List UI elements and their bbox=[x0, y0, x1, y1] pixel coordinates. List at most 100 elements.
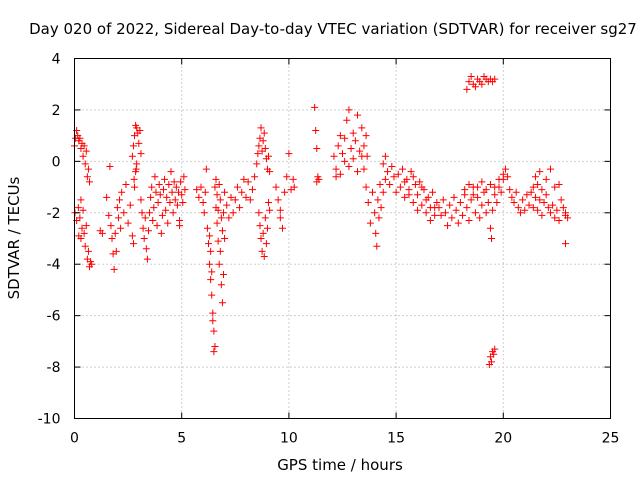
data-point bbox=[555, 217, 563, 224]
data-point bbox=[79, 152, 87, 160]
data-point bbox=[157, 229, 165, 237]
data-point bbox=[242, 193, 250, 201]
data-point bbox=[358, 152, 366, 160]
data-point bbox=[372, 229, 380, 237]
data-point bbox=[195, 193, 203, 201]
data-point bbox=[414, 206, 422, 214]
grid-lines bbox=[74, 58, 611, 419]
data-point bbox=[169, 209, 177, 217]
data-point bbox=[165, 181, 173, 188]
data-point bbox=[360, 165, 368, 173]
data-point bbox=[128, 232, 136, 240]
data-point bbox=[465, 217, 473, 224]
data-point bbox=[360, 142, 368, 150]
data-point bbox=[315, 175, 323, 183]
data-point bbox=[140, 235, 148, 242]
data-point bbox=[474, 193, 482, 201]
data-point bbox=[444, 222, 452, 230]
y-tick-label: -8 bbox=[47, 360, 61, 376]
data-point bbox=[281, 188, 289, 196]
data-point bbox=[394, 170, 402, 178]
data-point bbox=[173, 201, 181, 209]
data-point bbox=[207, 247, 215, 255]
data-point bbox=[199, 199, 207, 206]
data-point bbox=[332, 173, 340, 181]
data-point bbox=[482, 209, 490, 217]
axis-ticks bbox=[74, 58, 611, 419]
data-point bbox=[260, 253, 268, 260]
data-point bbox=[203, 224, 211, 232]
data-point bbox=[81, 242, 89, 250]
data-point bbox=[564, 214, 572, 222]
data-point bbox=[330, 152, 338, 160]
y-tick-label: -6 bbox=[47, 309, 61, 325]
data-point bbox=[168, 188, 176, 196]
data-point bbox=[132, 165, 140, 173]
data-point bbox=[484, 199, 492, 206]
data-point bbox=[266, 206, 274, 214]
data-point bbox=[557, 196, 565, 204]
data-point bbox=[474, 183, 482, 191]
data-point bbox=[118, 188, 126, 196]
x-tick-label: 5 bbox=[177, 431, 186, 447]
data-point bbox=[162, 206, 170, 214]
data-point bbox=[519, 196, 527, 204]
data-point bbox=[178, 191, 186, 199]
data-point bbox=[409, 173, 417, 181]
data-point bbox=[113, 204, 121, 212]
data-point bbox=[531, 193, 539, 201]
data-point bbox=[209, 317, 217, 325]
data-point bbox=[465, 78, 473, 86]
data-point bbox=[272, 183, 280, 191]
data-point bbox=[551, 214, 559, 222]
data-point bbox=[486, 224, 494, 232]
data-point bbox=[504, 173, 512, 181]
data-point bbox=[439, 196, 447, 204]
data-point bbox=[155, 181, 163, 188]
data-point bbox=[129, 142, 137, 150]
data-point bbox=[220, 271, 228, 278]
data-points bbox=[71, 73, 572, 368]
data-point bbox=[156, 191, 164, 199]
data-point bbox=[456, 199, 464, 206]
data-point bbox=[254, 150, 262, 158]
data-point bbox=[251, 173, 259, 181]
data-point bbox=[510, 199, 518, 206]
data-point bbox=[261, 145, 269, 152]
data-point bbox=[265, 152, 273, 160]
data-point bbox=[490, 350, 498, 358]
data-point bbox=[84, 165, 92, 173]
data-point bbox=[418, 201, 426, 209]
data-point bbox=[312, 127, 320, 134]
data-point bbox=[146, 209, 154, 217]
data-point bbox=[166, 199, 174, 206]
data-point bbox=[164, 219, 172, 227]
data-point bbox=[366, 219, 374, 227]
data-point bbox=[197, 183, 205, 191]
data-point bbox=[416, 178, 424, 186]
data-point bbox=[349, 155, 357, 163]
y-tick-label: -2 bbox=[47, 206, 61, 222]
data-point bbox=[347, 145, 355, 152]
data-point bbox=[261, 214, 269, 222]
data-point bbox=[253, 160, 261, 168]
data-point bbox=[561, 240, 569, 248]
data-point bbox=[454, 219, 462, 227]
data-point bbox=[542, 175, 550, 183]
data-point bbox=[499, 175, 507, 183]
data-point bbox=[290, 183, 298, 191]
data-point bbox=[388, 163, 396, 170]
x-tick-label: 0 bbox=[70, 431, 79, 447]
x-axis-label: GPS time / hours bbox=[277, 456, 403, 474]
data-point bbox=[231, 196, 239, 204]
data-point bbox=[534, 181, 542, 188]
plot-frame bbox=[74, 58, 611, 419]
data-point bbox=[258, 247, 266, 255]
data-point bbox=[151, 173, 159, 181]
data-point bbox=[86, 178, 94, 186]
data-point bbox=[276, 206, 284, 214]
data-point bbox=[339, 150, 346, 158]
data-point bbox=[276, 214, 284, 222]
data-point bbox=[467, 73, 475, 80]
data-point bbox=[529, 204, 537, 212]
